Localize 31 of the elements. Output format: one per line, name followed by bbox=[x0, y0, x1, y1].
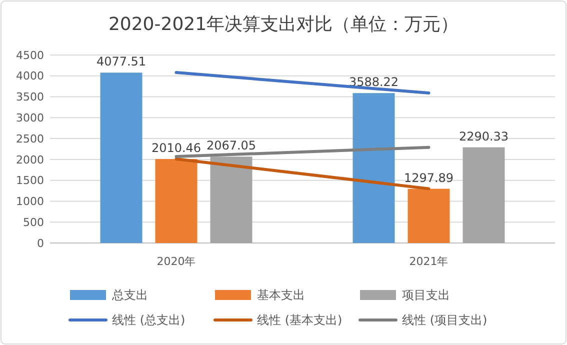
data-label: 2010.46 bbox=[151, 141, 202, 156]
y-tick-label: 4000 bbox=[16, 70, 44, 83]
x-tick-label: 2020年 bbox=[156, 255, 196, 268]
data-label: 2290.33 bbox=[458, 129, 509, 144]
data-label: 3588.22 bbox=[348, 75, 399, 90]
bar bbox=[408, 188, 450, 243]
bar bbox=[352, 93, 395, 243]
y-tick-label: 3000 bbox=[16, 112, 44, 125]
x-tick-label: 2021年 bbox=[409, 255, 448, 268]
legend-label: 线性 (基本支出) bbox=[257, 313, 342, 328]
y-tick-label: 2000 bbox=[16, 153, 44, 166]
chart-title: 2020-2021年决算支出对比（单位：万元） bbox=[108, 14, 459, 35]
y-tick-label: 4500 bbox=[16, 48, 44, 62]
data-label: 2067.05 bbox=[206, 138, 256, 153]
y-tick-label: 2500 bbox=[16, 132, 44, 146]
y-tick-label: 3500 bbox=[16, 90, 44, 104]
y-tick-label: 1500 bbox=[16, 174, 44, 188]
data-label: 4077.51 bbox=[96, 54, 146, 69]
bar bbox=[462, 147, 505, 243]
y-tick-label: 500 bbox=[23, 216, 44, 229]
legend-label: 总支出 bbox=[111, 288, 148, 302]
legend-label: 线性 (总支出) bbox=[112, 313, 186, 328]
bar bbox=[100, 72, 142, 243]
legend-label: 线性 (项目支出) bbox=[402, 313, 488, 328]
data-label: 1297.89 bbox=[404, 170, 454, 185]
y-tick-label: 0 bbox=[37, 236, 44, 250]
legend-label: 基本支出 bbox=[257, 288, 305, 302]
bar bbox=[155, 159, 198, 243]
y-tick-label: 1000 bbox=[16, 195, 44, 208]
bar bbox=[210, 156, 252, 243]
legend-label: 项目支出 bbox=[402, 288, 450, 302]
